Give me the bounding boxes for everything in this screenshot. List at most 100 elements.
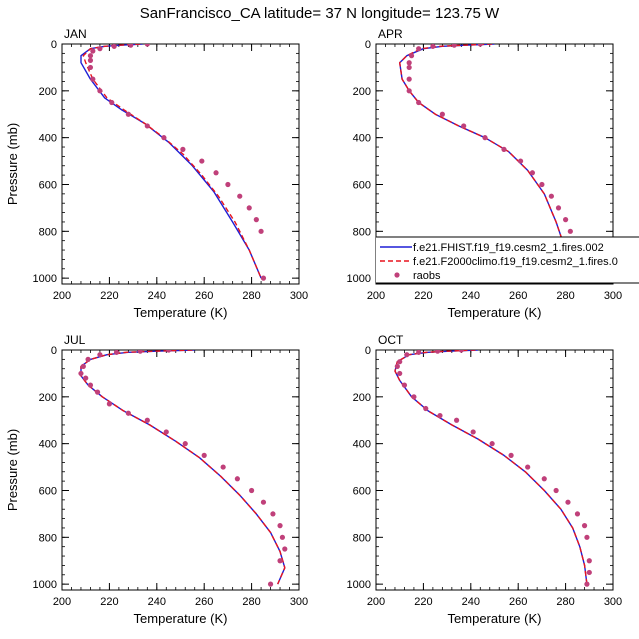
- x-tick-label: 200: [367, 290, 385, 302]
- x-tick-label: 220: [414, 596, 432, 608]
- y-tick-label: 800: [353, 532, 371, 544]
- raobs-point: [416, 99, 422, 106]
- series-line-fhist: [80, 44, 262, 279]
- y-tick-label: 600: [39, 179, 57, 191]
- y-tick-label: 800: [39, 226, 57, 238]
- raobs-point: [201, 452, 207, 458]
- raobs-point: [541, 476, 547, 482]
- raobs-point: [83, 375, 89, 381]
- y-tick-label: 600: [39, 485, 57, 497]
- y-tick-label: 400: [39, 439, 57, 451]
- y-tick-label: 800: [353, 226, 371, 238]
- raobs-point: [106, 401, 112, 407]
- raobs-point: [260, 499, 267, 505]
- raobs-point: [237, 193, 243, 199]
- raobs-point: [461, 123, 467, 129]
- panels-container: 200 220 240 260 280 300 0 200 400 600 800 1000 JAN Te…: [5, 27, 622, 626]
- raobs-point: [548, 193, 554, 199]
- raobs-point: [180, 146, 186, 152]
- series-line-f2000climo: [80, 350, 286, 585]
- raobs-point: [253, 217, 259, 223]
- raobs-point: [553, 487, 559, 494]
- raobs-point: [277, 558, 283, 564]
- raobs-point: [282, 546, 288, 552]
- raobs-point: [411, 394, 417, 400]
- raobs-point: [182, 441, 188, 447]
- y-tick-label: 200: [39, 86, 57, 98]
- y-tick-label: 400: [353, 439, 371, 451]
- y-tick-label: 0: [51, 39, 57, 51]
- x-tick-label: 280: [242, 290, 260, 302]
- data-area: [80, 44, 267, 281]
- raobs-point: [87, 53, 94, 59]
- raobs-point: [220, 464, 226, 470]
- panel-label: JUL: [64, 333, 86, 347]
- raobs-point: [477, 44, 483, 47]
- raobs-point: [249, 487, 255, 494]
- raobs-point: [406, 64, 412, 71]
- y-tick-label: 200: [39, 392, 57, 404]
- raobs-point: [416, 46, 422, 52]
- x-axis-label: Temperature (K): [134, 305, 228, 320]
- raobs-point: [199, 158, 205, 164]
- panel-label: OCT: [378, 333, 404, 347]
- raobs-point: [246, 205, 252, 211]
- raobs-point: [90, 48, 96, 54]
- raobs-point: [408, 53, 415, 59]
- figure-title: SanFrancisco_CA latitude= 37 N longitude…: [140, 5, 500, 22]
- raobs-point: [144, 123, 150, 129]
- raobs-point: [113, 350, 120, 355]
- raobs-point: [453, 417, 460, 423]
- legend-background: [376, 237, 639, 283]
- raobs-point: [128, 44, 134, 48]
- x-tick-label: 300: [290, 596, 308, 608]
- panel-oct: 200 220 240 260 280 300 0 200 400 600 800 1000 OCT Te…: [347, 333, 623, 626]
- series-line-fhist: [80, 350, 286, 585]
- raobs-point: [270, 511, 276, 517]
- legend-label: f.e21.F2000climo.f19_f19.cesm2_1.fires.0: [413, 256, 618, 268]
- x-axis-label: Temperature (K): [448, 305, 542, 320]
- raobs-point: [586, 558, 592, 564]
- raobs-point: [404, 352, 410, 358]
- y-tick-label: 200: [353, 86, 371, 98]
- x-tick-label: 240: [462, 290, 480, 302]
- panel-label: JAN: [64, 27, 87, 41]
- y-tick-label: 0: [365, 39, 371, 51]
- raobs-point: [517, 158, 524, 164]
- raobs-point: [144, 44, 150, 47]
- raobs-point: [406, 88, 412, 94]
- y-tick-label: 400: [353, 133, 371, 145]
- x-tick-label: 220: [100, 596, 118, 608]
- raobs-point: [565, 499, 571, 505]
- y-tick-label: 0: [365, 345, 371, 357]
- raobs-point: [87, 64, 94, 71]
- raobs-point: [213, 170, 219, 176]
- raobs-point: [567, 228, 573, 234]
- x-tick-label: 260: [509, 290, 527, 302]
- raobs-point: [137, 350, 143, 354]
- x-tick-label: 280: [556, 290, 574, 302]
- panel-jan: 200 220 240 260 280 300 0 200 400 600 800 1000 JAN Te…: [5, 27, 308, 320]
- raobs-point: [97, 46, 103, 52]
- x-tick-label: 260: [195, 596, 213, 608]
- data-area: [394, 350, 592, 587]
- raobs-point: [161, 135, 167, 141]
- raobs-point: [394, 363, 400, 369]
- raobs-point: [584, 581, 590, 587]
- raobs-point: [584, 534, 590, 540]
- raobs-point: [80, 363, 86, 369]
- y-tick-label: 600: [353, 179, 371, 191]
- raobs-point: [277, 523, 283, 529]
- plot-frame: [61, 43, 300, 285]
- raobs-point: [397, 359, 403, 365]
- y-tick-label: 600: [353, 485, 371, 497]
- raobs-point: [258, 228, 264, 234]
- y-axis-label: Pressure (mb): [5, 429, 20, 511]
- raobs-point: [109, 99, 115, 106]
- raobs-point: [260, 275, 267, 281]
- series-line-f2000climo: [399, 44, 579, 279]
- raobs-point: [470, 429, 476, 435]
- legend-label: f.e21.FHIST.f19_f19.cesm2_1.fires.002: [413, 242, 604, 254]
- raobs-point: [397, 370, 403, 377]
- raobs-point: [125, 410, 131, 416]
